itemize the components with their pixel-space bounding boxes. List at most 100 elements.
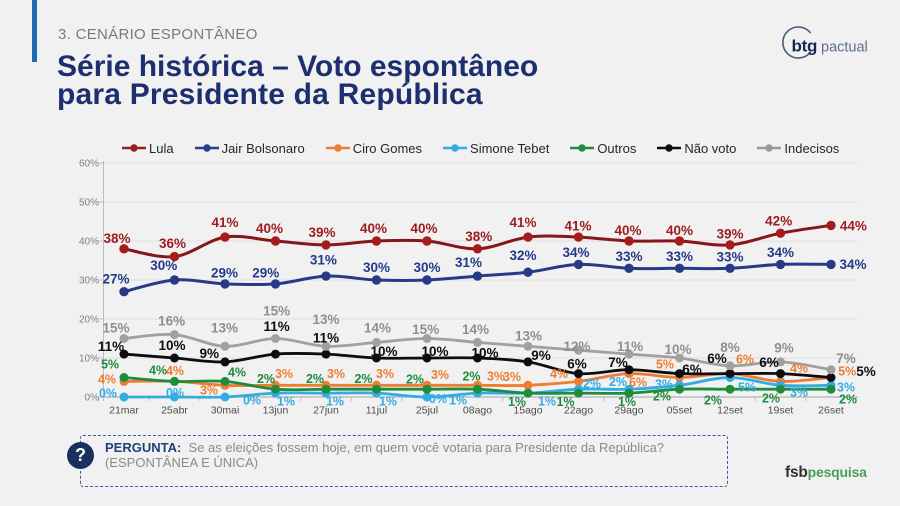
svg-text:3%: 3% bbox=[487, 370, 505, 384]
svg-text:0%: 0% bbox=[429, 392, 447, 406]
svg-text:15%: 15% bbox=[412, 322, 439, 337]
svg-text:29%: 29% bbox=[252, 266, 279, 281]
svg-text:1%: 1% bbox=[538, 395, 556, 409]
svg-text:29ago: 29ago bbox=[614, 405, 643, 417]
svg-text:6%: 6% bbox=[759, 355, 779, 370]
svg-text:5%: 5% bbox=[838, 365, 856, 379]
svg-text:6%: 6% bbox=[682, 362, 702, 377]
svg-text:pactual: pactual bbox=[821, 40, 868, 56]
svg-text:08ago: 08ago bbox=[463, 405, 492, 417]
svg-text:0%: 0% bbox=[243, 394, 261, 408]
svg-text:6%: 6% bbox=[629, 376, 647, 390]
svg-text:20%: 20% bbox=[79, 315, 99, 326]
svg-text:3%: 3% bbox=[327, 367, 345, 381]
svg-text:4%: 4% bbox=[98, 373, 116, 387]
svg-text:14%: 14% bbox=[462, 322, 489, 337]
svg-text:1%: 1% bbox=[618, 395, 636, 409]
svg-text:40%: 40% bbox=[410, 221, 437, 236]
svg-text:6%: 6% bbox=[707, 351, 727, 366]
svg-text:2%: 2% bbox=[583, 377, 601, 391]
svg-text:0%: 0% bbox=[99, 387, 117, 401]
svg-text:40%: 40% bbox=[614, 223, 641, 238]
svg-text:44%: 44% bbox=[840, 219, 867, 234]
svg-text:33%: 33% bbox=[615, 249, 642, 264]
svg-text:3%: 3% bbox=[275, 367, 293, 381]
svg-text:15ago: 15ago bbox=[513, 405, 542, 417]
svg-text:13%: 13% bbox=[312, 312, 339, 327]
svg-text:40%: 40% bbox=[360, 221, 387, 236]
svg-text:38%: 38% bbox=[103, 231, 130, 246]
svg-text:2%: 2% bbox=[354, 372, 372, 386]
svg-text:40%: 40% bbox=[256, 221, 283, 236]
svg-text:13%: 13% bbox=[211, 321, 238, 336]
svg-text:30%: 30% bbox=[363, 260, 390, 275]
svg-text:4%: 4% bbox=[166, 364, 184, 378]
svg-text:30%: 30% bbox=[413, 260, 440, 275]
svg-text:btg: btg bbox=[792, 37, 818, 56]
svg-text:34%: 34% bbox=[839, 257, 866, 272]
svg-text:12%: 12% bbox=[563, 339, 590, 354]
svg-text:13%: 13% bbox=[515, 329, 542, 344]
svg-text:34%: 34% bbox=[562, 245, 589, 260]
svg-text:2%: 2% bbox=[306, 372, 324, 386]
svg-text:10%: 10% bbox=[664, 342, 691, 357]
svg-text:10%: 10% bbox=[79, 354, 99, 365]
svg-text:1%: 1% bbox=[379, 395, 397, 409]
svg-text:3%: 3% bbox=[790, 386, 808, 400]
svg-text:38%: 38% bbox=[465, 229, 492, 244]
svg-text:12set: 12set bbox=[717, 405, 743, 417]
svg-text:11%: 11% bbox=[98, 339, 124, 354]
svg-text:9%: 9% bbox=[774, 341, 794, 356]
svg-text:25abr: 25abr bbox=[161, 405, 188, 417]
svg-text:32%: 32% bbox=[509, 248, 536, 263]
svg-text:05set: 05set bbox=[667, 405, 693, 417]
svg-text:4%: 4% bbox=[550, 367, 568, 381]
svg-text:7%: 7% bbox=[608, 355, 628, 370]
svg-text:9%: 9% bbox=[200, 346, 220, 361]
svg-text:3%: 3% bbox=[837, 381, 855, 395]
svg-text:11jul: 11jul bbox=[366, 405, 387, 417]
svg-text:3%: 3% bbox=[376, 367, 394, 381]
svg-text:16%: 16% bbox=[158, 313, 185, 328]
svg-text:29%: 29% bbox=[211, 266, 238, 281]
svg-text:30%: 30% bbox=[150, 258, 177, 273]
svg-text:30mai: 30mai bbox=[211, 405, 240, 417]
svg-text:33%: 33% bbox=[666, 249, 693, 264]
svg-text:2%: 2% bbox=[653, 390, 671, 404]
svg-text:10%: 10% bbox=[158, 338, 185, 353]
svg-text:15%: 15% bbox=[263, 303, 290, 318]
svg-text:1%: 1% bbox=[326, 395, 344, 409]
svg-text:5%: 5% bbox=[738, 381, 756, 395]
svg-text:36%: 36% bbox=[159, 236, 186, 251]
svg-text:9%: 9% bbox=[531, 348, 551, 363]
svg-text:27%: 27% bbox=[102, 271, 129, 286]
svg-text:2%: 2% bbox=[406, 372, 424, 386]
svg-text:6%: 6% bbox=[567, 356, 587, 371]
svg-text:26set: 26set bbox=[818, 405, 844, 417]
svg-text:3%: 3% bbox=[503, 370, 521, 384]
svg-text:6%: 6% bbox=[736, 353, 754, 367]
svg-text:1%: 1% bbox=[508, 395, 526, 409]
svg-text:11%: 11% bbox=[617, 339, 643, 354]
svg-text:30%: 30% bbox=[79, 276, 99, 287]
svg-text:1%: 1% bbox=[277, 395, 295, 409]
svg-text:14%: 14% bbox=[364, 320, 391, 335]
svg-text:0%: 0% bbox=[166, 386, 184, 400]
svg-text:22ago: 22ago bbox=[564, 405, 593, 417]
svg-text:39%: 39% bbox=[716, 226, 743, 241]
svg-text:40%: 40% bbox=[79, 237, 99, 248]
svg-text:39%: 39% bbox=[308, 225, 335, 240]
svg-text:41%: 41% bbox=[211, 215, 238, 230]
svg-text:41%: 41% bbox=[564, 219, 591, 234]
svg-text:2%: 2% bbox=[462, 370, 480, 384]
svg-text:34%: 34% bbox=[767, 245, 794, 260]
svg-text:7%: 7% bbox=[836, 351, 856, 366]
svg-text:4%: 4% bbox=[790, 361, 808, 375]
svg-text:2%: 2% bbox=[609, 375, 627, 389]
svg-text:60%: 60% bbox=[79, 159, 99, 170]
svg-text:31%: 31% bbox=[310, 253, 337, 268]
svg-text:41%: 41% bbox=[509, 215, 536, 230]
svg-text:42%: 42% bbox=[765, 213, 792, 228]
svg-text:4%: 4% bbox=[149, 364, 167, 378]
svg-text:2%: 2% bbox=[704, 394, 722, 408]
